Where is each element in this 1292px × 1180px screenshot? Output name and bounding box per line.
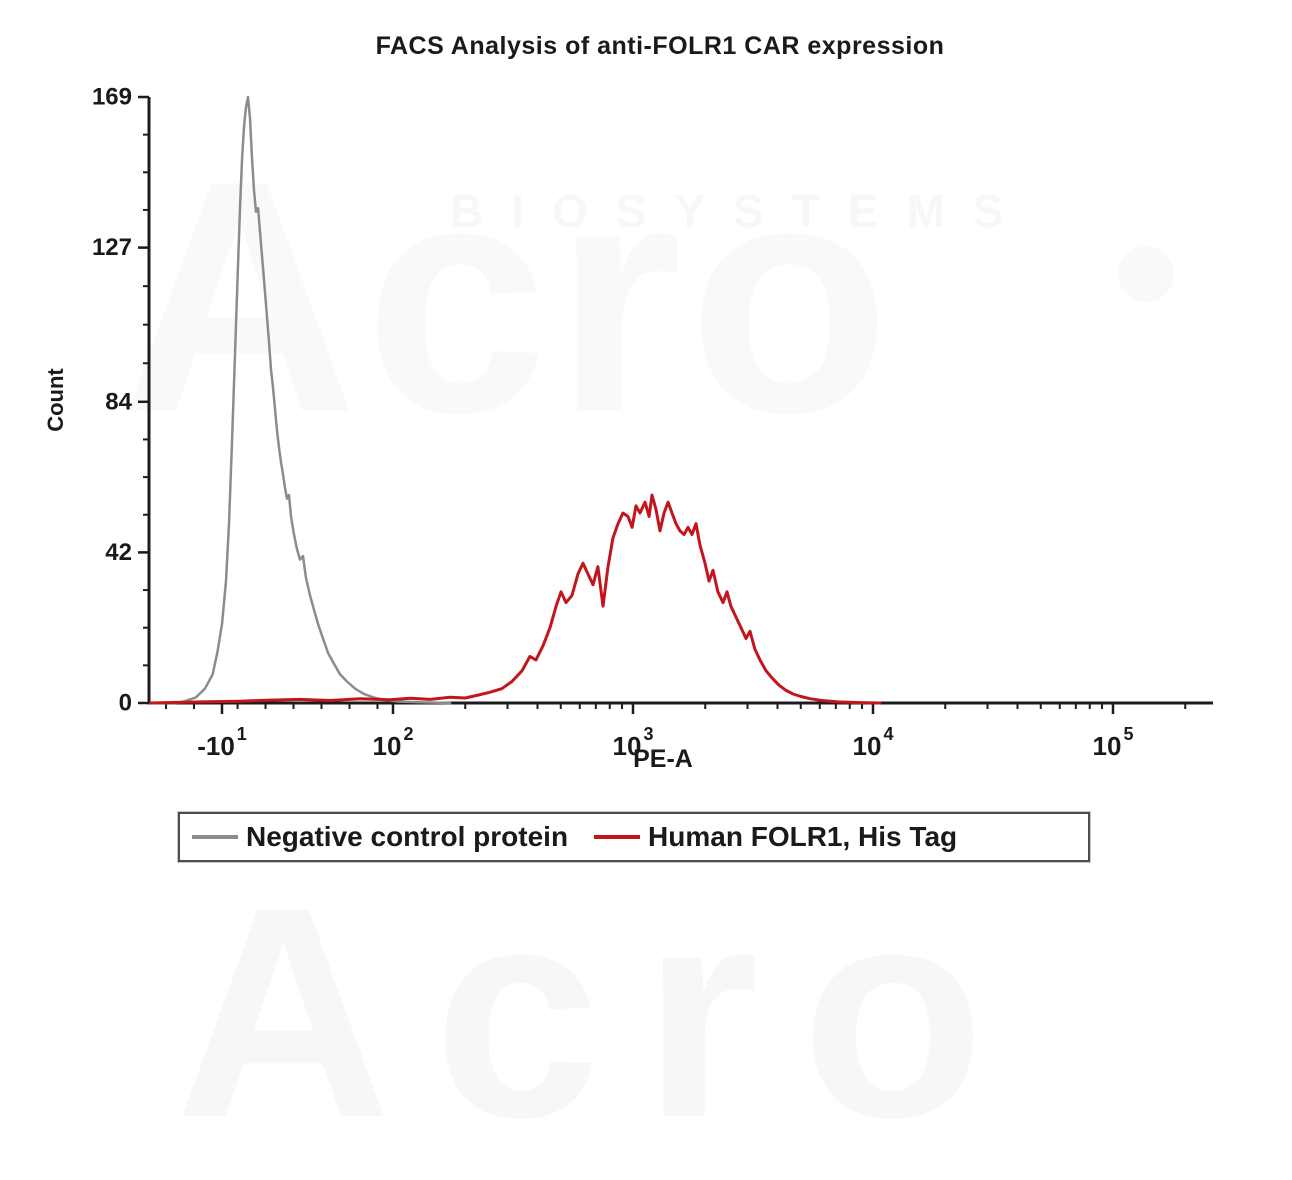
y-tick-label: 84 <box>105 388 132 415</box>
y-tick-label: 42 <box>105 539 132 566</box>
x-tick-label: 10 3 <box>613 724 654 761</box>
y-axis-label: Count <box>43 368 68 432</box>
y-tick-label: 169 <box>92 84 132 111</box>
watermark-acro-logo-bottom: Acro <box>175 862 1027 1162</box>
plot-area: 0 42 84 127 169 -10 1 10 2 10 3 10 4 10 5 Count PE-A <box>43 84 1213 773</box>
x-tick-label: 10 5 <box>1093 724 1134 761</box>
legend-label-folr1: Human FOLR1, His Tag <box>648 821 958 852</box>
y-tick-label: 127 <box>92 234 132 261</box>
x-tick-label: -10 1 <box>197 724 247 761</box>
legend-line-swatch-red <box>594 835 641 839</box>
x-axis-label: PE-A <box>633 745 693 773</box>
legend-item-negative-control: Negative control protein <box>192 821 568 853</box>
tick-labels: 0 42 84 127 169 -10 1 10 2 10 3 10 4 10 5 <box>92 84 1134 762</box>
chart-title: FACS Analysis of anti-FOLR1 CAR expressi… <box>375 32 945 60</box>
axes <box>147 97 1213 705</box>
negative-control-curve <box>149 95 452 705</box>
y-tick-label: 0 <box>119 690 132 717</box>
x-tick-label: 10 4 <box>853 724 894 761</box>
folr1-curve <box>149 493 882 705</box>
curves <box>149 95 882 705</box>
axis-ticks <box>138 95 1187 714</box>
axis-lines <box>147 97 1213 705</box>
legend: Negative control protein Human FOLR1, Hi… <box>178 812 1090 862</box>
x-tick-label: 10 2 <box>373 724 414 761</box>
legend-label-negative-control: Negative control protein <box>246 821 569 852</box>
legend-line-swatch-gray <box>192 835 238 839</box>
legend-item-folr1: Human FOLR1, His Tag <box>594 821 957 853</box>
facs-histogram-figure: BIOSYSTEMS Acro Acro FACS Analysis of an… <box>43 32 1213 862</box>
